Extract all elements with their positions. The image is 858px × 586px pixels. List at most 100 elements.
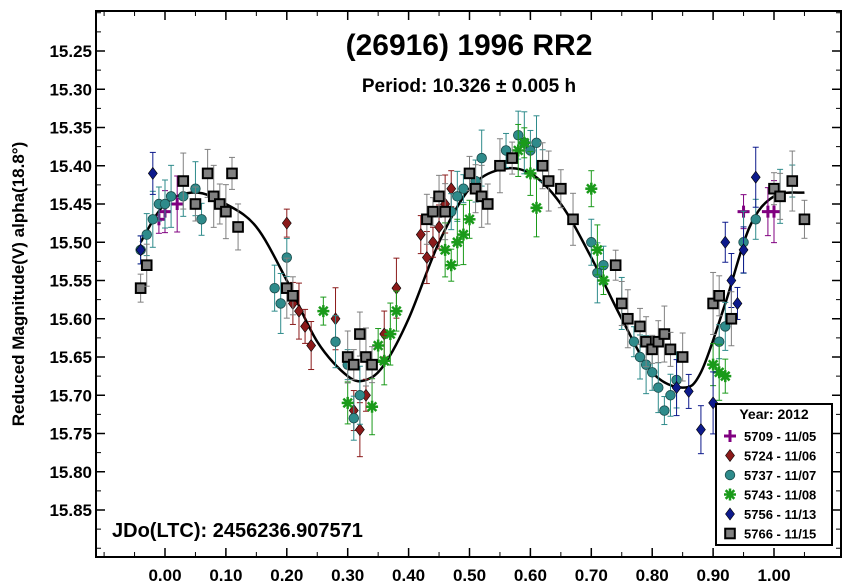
data-point	[354, 328, 366, 340]
data-point	[354, 390, 366, 401]
data-point	[634, 320, 646, 333]
data-point	[726, 274, 737, 287]
y-tick-label: 15.70	[49, 386, 92, 405]
data-point	[196, 214, 207, 225]
data-point	[390, 305, 403, 318]
x-tick-label: 0.00	[148, 566, 181, 585]
data-point	[786, 175, 799, 187]
data-point	[750, 170, 761, 184]
data-point	[555, 182, 567, 195]
data-point	[415, 228, 426, 242]
legend: Year: 2012 5709 - 11/05 5724 - 11/06 5737 …	[715, 403, 833, 546]
y-tick-label: 15.40	[49, 157, 92, 176]
data-point	[676, 351, 689, 363]
data-point	[640, 335, 652, 348]
data-points	[134, 110, 811, 458]
data-point	[159, 198, 171, 210]
data-point	[732, 296, 743, 310]
y-tick-labels: 15.25 15.30 15.35 15.40 15.45 15.50 15.55 15.60…	[49, 42, 92, 520]
y-tick-label: 15.30	[49, 80, 92, 99]
data-point	[707, 297, 719, 310]
data-point	[671, 381, 682, 395]
y-axis-label: Reduced Magnitude(V) alpha(18.8°)	[9, 142, 28, 427]
data-point	[306, 339, 317, 353]
series-5756	[135, 146, 761, 455]
legend-marker	[724, 430, 736, 442]
y-tick-label: 15.85	[49, 501, 92, 520]
data-point	[439, 243, 452, 256]
legend-marker	[725, 507, 735, 521]
data-point	[719, 370, 732, 383]
data-point	[226, 167, 238, 180]
legend-marker	[724, 469, 736, 481]
y-tick-label: 15.50	[49, 233, 92, 252]
chart-title: (26916) 1996 RR2	[346, 29, 593, 62]
y-tick-label: 15.55	[49, 272, 92, 291]
data-point	[421, 251, 432, 265]
series-5766	[134, 138, 811, 387]
data-point	[768, 205, 780, 218]
data-point	[530, 201, 543, 214]
series-5743	[317, 123, 732, 436]
data-point	[457, 228, 470, 241]
y-tick-label: 15.75	[49, 425, 92, 444]
legend-marker	[725, 449, 735, 462]
data-point	[725, 312, 738, 325]
data-point	[452, 191, 463, 202]
y-tick-label: 15.65	[49, 348, 92, 367]
data-point	[427, 205, 439, 218]
data-point	[750, 214, 761, 225]
data-point	[347, 358, 360, 371]
data-point	[665, 390, 676, 401]
data-point	[475, 190, 488, 203]
data-point	[348, 413, 359, 424]
legend-label: 5724 - 11/06	[744, 449, 816, 464]
data-point	[147, 214, 159, 225]
data-point	[366, 400, 379, 413]
legend-label: 5756 - 11/13	[744, 507, 816, 522]
data-point	[341, 351, 354, 363]
data-point	[597, 274, 610, 287]
legend-marker	[724, 527, 736, 540]
data-point	[652, 335, 665, 348]
x-tick-label: 0.70	[575, 566, 608, 585]
data-point	[615, 297, 628, 310]
data-point	[207, 190, 220, 203]
x-tick-label: 1.00	[757, 566, 790, 585]
data-point	[506, 152, 518, 164]
x-tick-label: 0.80	[636, 566, 669, 585]
data-point	[269, 282, 280, 294]
data-point	[463, 213, 476, 226]
data-point	[628, 336, 640, 347]
data-point	[220, 205, 232, 218]
data-point	[281, 216, 292, 230]
data-point	[653, 382, 664, 393]
data-point	[232, 221, 244, 233]
legend-label: 5743 - 11/08	[744, 488, 816, 503]
data-point	[189, 198, 202, 210]
data-point	[738, 243, 749, 257]
data-point	[536, 159, 549, 172]
data-point	[469, 182, 482, 195]
chart-subtitle: Period: 10.326 ± 0.005 h	[362, 76, 576, 97]
data-point	[647, 367, 658, 378]
data-point	[428, 235, 438, 249]
data-point	[134, 282, 147, 294]
data-point	[433, 190, 445, 203]
legend-marker	[724, 488, 736, 501]
legend-label: 5737 - 11/07	[744, 468, 816, 483]
data-point	[341, 396, 354, 409]
data-point	[458, 183, 469, 194]
data-point	[481, 198, 494, 210]
data-point	[378, 354, 391, 367]
data-point	[591, 243, 604, 256]
data-point	[683, 384, 694, 398]
x-tick-labels: 0.00 0.10 0.20 0.30 0.40 0.50 0.60 0.70 0.80 0.90…	[148, 566, 790, 585]
x-tick-label: 0.50	[453, 566, 486, 585]
data-point	[177, 175, 190, 187]
data-point	[463, 167, 476, 180]
data-point	[659, 405, 670, 416]
data-point	[768, 182, 780, 195]
data-point	[300, 319, 310, 333]
